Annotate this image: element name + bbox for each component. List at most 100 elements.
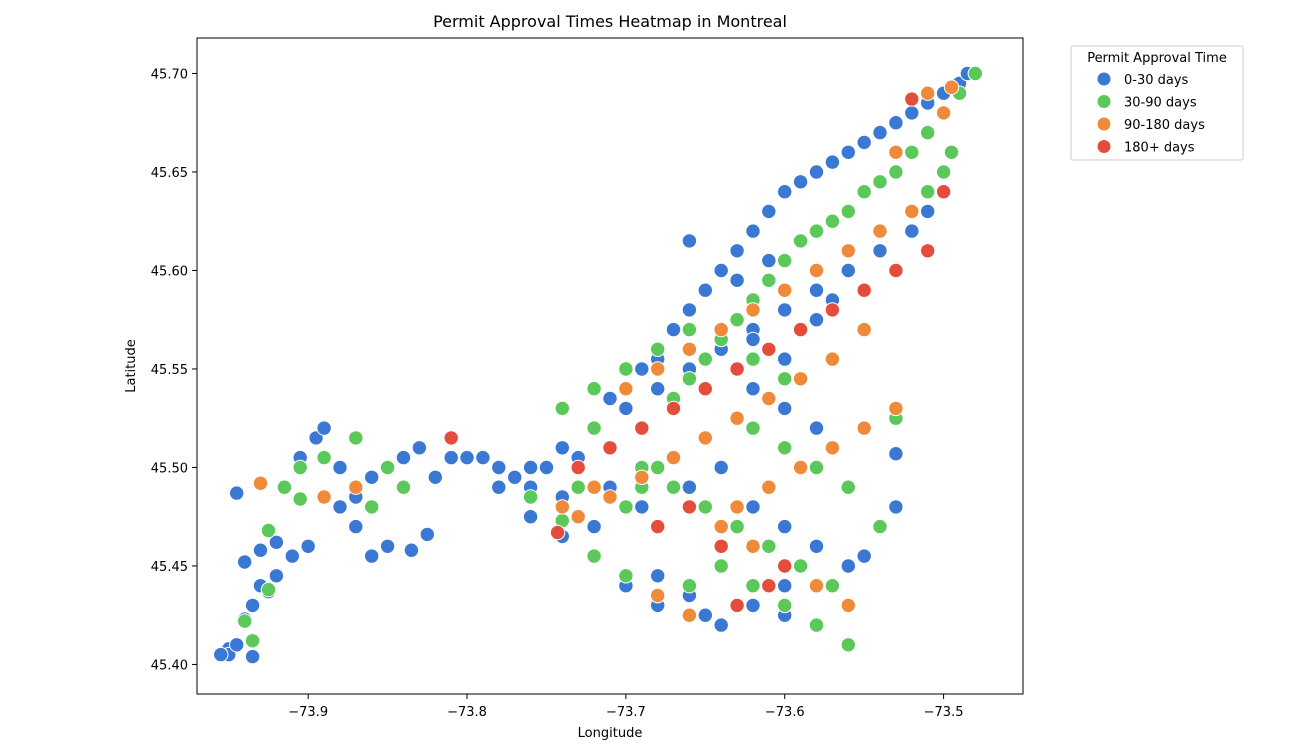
legend-box: [1070, 45, 1244, 161]
scatter-points: [213, 65, 983, 665]
data-point-2-41: [888, 400, 904, 417]
data-point-1-17: [697, 351, 713, 367]
data-point-2-9: [745, 302, 761, 318]
data-point-1-46: [777, 597, 793, 614]
chart-title: Permit Approval Times Heatmap in Montrea…: [433, 12, 787, 31]
data-point-0-8: [316, 420, 332, 436]
data-point-2-35: [650, 587, 666, 604]
data-point-2-34: [681, 607, 698, 623]
data-point-2-40: [856, 420, 872, 436]
data-point-1-43: [618, 568, 634, 584]
data-point-1-49: [777, 371, 793, 387]
data-point-1-65: [665, 479, 682, 495]
data-point-0-53: [872, 243, 888, 259]
data-point-2-27: [602, 489, 618, 505]
data-point-1-59: [586, 381, 602, 397]
y-tick-label-0: 45.40: [151, 658, 188, 673]
data-point-1-41: [681, 578, 698, 594]
data-point-0-90: [586, 518, 602, 535]
data-point-1-71: [935, 164, 952, 180]
data-point-2-24: [697, 430, 713, 446]
data-point-1-6: [364, 499, 380, 515]
data-point-0-98: [268, 568, 285, 584]
data-point-0-108: [888, 446, 904, 462]
data-point-3-2: [570, 459, 586, 476]
data-point-1-9: [522, 489, 539, 505]
data-point-0-16: [443, 449, 459, 466]
data-point-0-42: [856, 134, 872, 151]
data-point-0-15: [427, 469, 443, 485]
data-point-2-6: [650, 361, 666, 377]
data-point-3-14: [904, 91, 920, 107]
data-point-0-75: [745, 499, 761, 515]
data-point-1-44: [586, 548, 602, 564]
data-point-2-23: [729, 410, 745, 426]
data-point-3-21: [935, 184, 952, 200]
data-point-1-72: [943, 144, 960, 161]
y-tick-label-2: 45.50: [151, 461, 188, 476]
data-point-0-83: [888, 499, 904, 515]
data-point-1-27: [856, 184, 872, 200]
data-point-2-7: [681, 341, 698, 357]
data-point-0-5: [268, 534, 285, 550]
data-point-1-31: [920, 124, 936, 141]
data-point-1-45: [745, 578, 761, 594]
x-tick-label-4: −73.5: [924, 705, 964, 720]
data-point-2-26: [634, 469, 650, 485]
data-point-1-47: [808, 617, 825, 633]
data-point-3-5: [665, 400, 682, 417]
data-point-0-107: [419, 526, 435, 543]
data-point-0-40: [824, 154, 841, 170]
data-point-2-39: [824, 440, 841, 456]
data-point-0-17: [459, 449, 475, 466]
data-point-0-30: [665, 321, 682, 338]
y-tick-label-3: 45.55: [151, 363, 188, 378]
data-point-0-18: [475, 449, 491, 466]
data-point-1-40: [713, 558, 729, 574]
data-point-3-3: [602, 440, 618, 456]
data-point-1-67: [570, 479, 586, 495]
data-point-0-67: [745, 597, 761, 614]
data-point-1-38: [840, 479, 856, 495]
data-point-0-60: [650, 381, 666, 397]
data-point-1-63: [824, 578, 841, 594]
data-point-3-12: [888, 262, 904, 279]
data-point-2-14: [904, 203, 920, 220]
data-point-1-1: [260, 581, 277, 598]
data-point-3-6: [697, 381, 713, 397]
data-point-1-64: [697, 499, 713, 515]
data-point-3-11: [856, 282, 872, 298]
data-point-1-56: [650, 341, 666, 357]
y-axis-label: Latitude: [124, 339, 139, 393]
data-point-0-94: [348, 518, 364, 535]
data-point-2-16: [935, 105, 952, 121]
data-point-1-23: [792, 233, 809, 249]
y-tick-label-5: 45.65: [151, 166, 188, 181]
data-point-1-29: [888, 164, 904, 180]
data-point-3-17: [777, 558, 793, 574]
data-point-1-7: [379, 459, 396, 476]
data-point-0-116: [634, 499, 650, 515]
data-point-2-32: [808, 578, 825, 594]
data-point-2-25: [665, 449, 682, 466]
data-point-0-39: [808, 164, 825, 180]
data-point-1-34: [967, 65, 983, 82]
x-tick-label-3: −73.6: [765, 705, 805, 720]
data-point-1-30: [904, 144, 920, 161]
data-point-0-96: [300, 538, 316, 554]
data-point-1-24: [808, 223, 825, 239]
data-point-0-26: [602, 390, 618, 407]
data-point-0-103: [229, 637, 245, 653]
data-point-0-14: [411, 440, 428, 456]
data-point-2-1: [316, 489, 332, 505]
data-point-1-3: [292, 459, 308, 476]
data-point-3-0: [549, 524, 566, 541]
data-point-1-61: [761, 538, 777, 554]
data-point-0-55: [808, 282, 825, 298]
data-point-3-20: [681, 499, 698, 515]
data-point-0-106: [403, 542, 420, 558]
data-point-2-19: [856, 321, 872, 338]
data-point-2-33: [840, 597, 856, 614]
data-point-0-20: [507, 469, 523, 485]
data-point-0-63: [554, 440, 570, 456]
